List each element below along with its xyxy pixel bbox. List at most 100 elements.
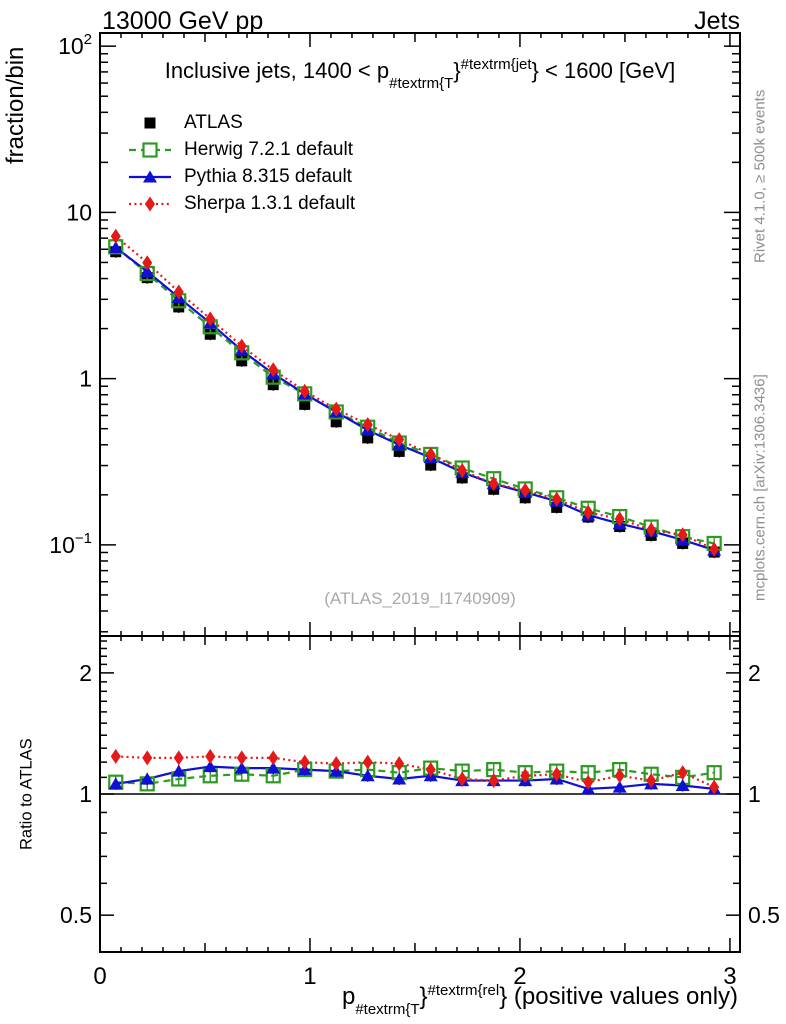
sherpa-marker-main <box>173 284 184 300</box>
herwig-line-ratio <box>115 766 715 785</box>
sherpa-marker-main <box>236 338 247 354</box>
main-y-axis-title: fraction/bin <box>2 46 29 164</box>
atlas-marker-main <box>551 501 563 513</box>
pythia-marker-main <box>108 240 123 253</box>
pythia-marker-ratio <box>266 761 281 774</box>
main-ytick-label: 102 <box>58 31 92 59</box>
atlas-marker-main <box>236 355 248 367</box>
pythia-marker-ratio <box>360 769 375 782</box>
generator-version-note: Rivet 4.1.0, ≥ 500k events <box>751 89 769 263</box>
legend-label-sherpa: Sherpa 1.3.1 default <box>184 192 356 214</box>
sherpa-marker-main <box>268 362 279 378</box>
atlas-marker-main <box>330 416 342 428</box>
sherpa-marker-ratio <box>394 756 405 772</box>
pythia-legend-marker <box>129 170 171 182</box>
sherpa-marker-main <box>362 416 373 432</box>
herwig-marker-ratio <box>706 765 722 781</box>
mcplots-reference-note: mcplots.cern.ch [arXiv:1306.3436] <box>751 374 769 602</box>
sherpa-marker-main <box>709 541 720 557</box>
sherpa-marker-main <box>331 401 342 417</box>
xtick-label: 2 <box>513 963 526 990</box>
pythia-marker-ratio <box>392 772 407 785</box>
sherpa-marker-ratio <box>425 762 436 778</box>
plot-title-subscript: #textrm{T <box>389 75 454 92</box>
ratio-ytick-label-left: 0.5 <box>60 902 92 928</box>
sherpa-marker-ratio <box>677 765 688 781</box>
sherpa-marker-ratio <box>709 779 720 795</box>
pythia-marker-ratio <box>612 780 627 793</box>
legend-item-pythia: Pythia 8.315 default <box>127 163 355 190</box>
ratio-y-axis-title: Ratio to ATLAS <box>17 738 36 850</box>
sherpa-marker-ratio <box>268 750 279 766</box>
pythia-line-ratio <box>115 765 715 790</box>
x-title-pre: p <box>341 983 356 1010</box>
plot-title-brace1: } <box>453 58 461 83</box>
ratio-ytick-label-left: 2 <box>79 660 92 686</box>
legend: ATLAS Herwig 7.2.1 default Pythia 8.315 de… <box>127 109 355 217</box>
legend-label-pythia: Pythia 8.315 default <box>184 165 352 187</box>
legend-item-herwig: Herwig 7.2.1 default <box>127 136 355 163</box>
sherpa-marker-ratio <box>362 754 373 770</box>
herwig-legend-marker <box>129 141 171 158</box>
plot-title: Inclusive jets, 1400 < p#textrm{T}#textr… <box>100 56 740 92</box>
pythia-marker-main <box>140 265 155 278</box>
pythia-marker-ratio <box>171 764 186 777</box>
pythia-marker-ratio <box>234 761 249 774</box>
pythia-marker-ratio <box>203 760 218 773</box>
pythia-marker-ratio <box>140 772 155 785</box>
sherpa-marker-main <box>110 228 121 244</box>
atlas-marker-main <box>393 445 405 457</box>
pythia-marker-ratio <box>108 777 123 790</box>
sherpa-legend-marker <box>129 196 171 211</box>
plot-title-brace2: } <box>531 58 539 83</box>
sherpa-marker-ratio <box>614 768 625 784</box>
ratio-ytick-label-right: 1 <box>748 781 761 807</box>
x-title-post: (positive values only) <box>507 983 739 1010</box>
sherpa-marker-ratio <box>299 754 310 770</box>
sherpa-marker-ratio <box>457 771 468 787</box>
sherpa-marker-ratio <box>583 774 594 790</box>
plot-title-superscript: #textrm{jet <box>460 56 532 73</box>
sherpa-marker-main <box>614 511 625 527</box>
sherpa-marker-main <box>394 432 405 448</box>
x-axis-title: p#textrm{T}#textrm{rel} (positive values… <box>280 982 786 1018</box>
beam-energy-label: 13000 GeV pp <box>102 7 264 35</box>
main-ytick-label: 10 <box>66 199 92 225</box>
plot-title-pre: Inclusive jets, 1400 < p <box>164 58 390 83</box>
analysis-group-label: Jets <box>694 7 740 35</box>
main-ytick-label: 1 <box>79 366 92 392</box>
main-ytick-label: 10−1 <box>49 530 92 558</box>
atlas-marker-main <box>425 459 437 471</box>
sherpa-marker-ratio <box>173 750 184 766</box>
legend-item-sherpa: Sherpa 1.3.1 default <box>127 190 355 217</box>
sherpa-line-main <box>115 235 715 551</box>
ratio-ytick-label-left: 1 <box>79 781 92 807</box>
sherpa-marker-main <box>583 504 594 520</box>
atlas-marker-main <box>362 432 374 444</box>
sherpa-marker-main <box>142 255 153 271</box>
sherpa-marker-main <box>677 527 688 543</box>
atlas-legend-marker <box>144 117 156 128</box>
x-title-superscript: #textrm{rel <box>427 982 500 999</box>
sherpa-marker-main <box>520 482 531 498</box>
x-title-subscript: #textrm{T <box>355 1001 420 1018</box>
xtick-label: 1 <box>303 963 316 990</box>
sherpa-marker-main <box>646 522 657 538</box>
sherpa-marker-main <box>488 476 499 492</box>
xtick-label: 0 <box>93 963 106 990</box>
sherpa-marker-main <box>299 383 310 399</box>
sherpa-marker-main <box>205 311 216 327</box>
sherpa-marker-ratio <box>520 768 531 784</box>
sherpa-marker-main <box>425 446 436 462</box>
sherpa-marker-ratio <box>236 750 247 766</box>
pythia-line-main <box>115 246 715 552</box>
x-title-brace2: } <box>499 983 508 1010</box>
herwig-line-main <box>115 245 715 545</box>
x-title-brace1: } <box>419 983 428 1010</box>
legend-item-atlas: ATLAS <box>127 109 355 136</box>
sherpa-marker-ratio <box>205 748 216 764</box>
sherpa-marker-ratio <box>551 766 562 782</box>
sherpa-marker-ratio <box>110 748 121 764</box>
